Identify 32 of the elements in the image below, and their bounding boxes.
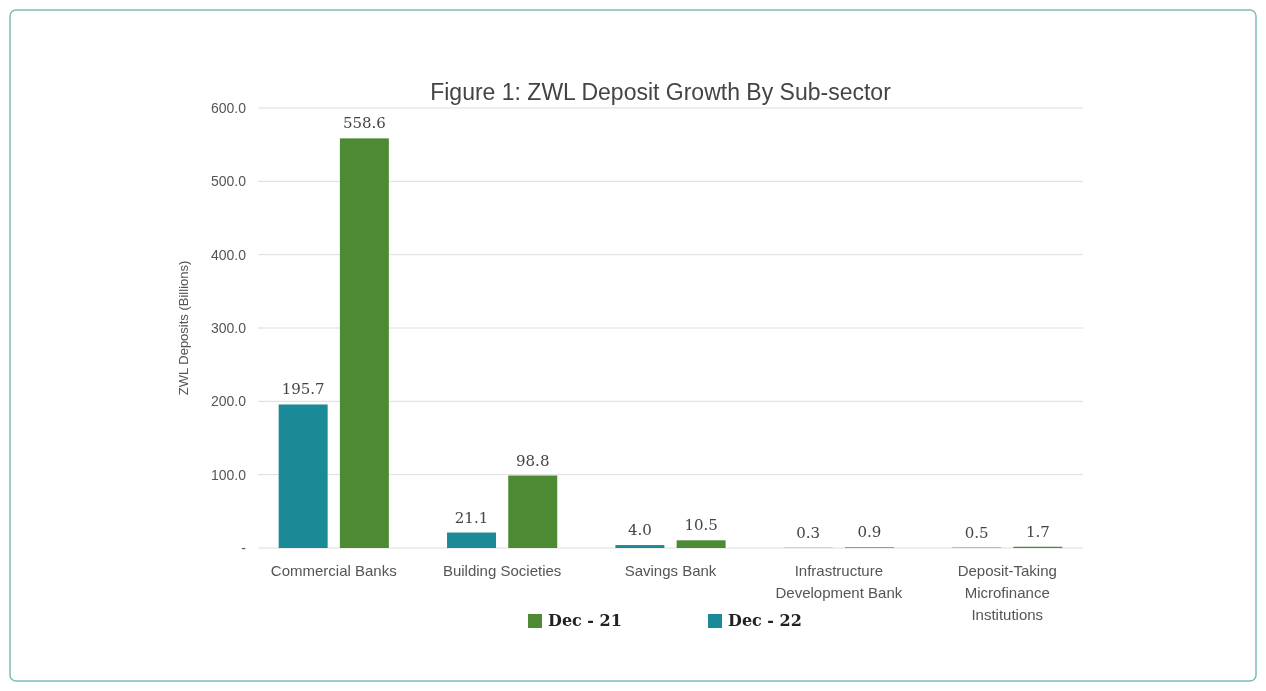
y-axis-title: ZWL Deposits (Billions) bbox=[176, 260, 191, 396]
bar bbox=[615, 545, 665, 548]
x-tick-label: Infrastructure Development Bank bbox=[775, 562, 903, 601]
data-label: 0.3 bbox=[796, 523, 821, 542]
data-label: 1.7 bbox=[1025, 522, 1050, 541]
bar bbox=[278, 404, 328, 548]
y-tick-label: 400.0 bbox=[210, 246, 247, 263]
y-tick-label: 500.0 bbox=[210, 173, 247, 190]
bar bbox=[676, 540, 726, 548]
y-tick-label: 200.0 bbox=[210, 393, 247, 410]
x-tick-label: Building Societies bbox=[442, 562, 562, 579]
data-label: 4.0 bbox=[627, 521, 652, 540]
y-tick-label: 600.0 bbox=[210, 100, 247, 116]
data-label: 0.5 bbox=[964, 523, 989, 542]
x-tick-label: Deposit-Taking Microfinance Institutions bbox=[957, 562, 1057, 623]
bar bbox=[508, 475, 558, 548]
x-tick-label: Commercial Banks bbox=[270, 562, 397, 579]
x-tick-label: Savings Bank bbox=[624, 562, 717, 579]
data-label: 558.6 bbox=[342, 114, 386, 133]
data-label: 0.9 bbox=[857, 523, 882, 542]
chart-title: Figure 1: ZWL Deposit Growth By Sub-sector bbox=[430, 79, 892, 105]
data-label: 98.8 bbox=[516, 451, 550, 470]
y-tick-label: 300.0 bbox=[210, 320, 247, 336]
legend-label: Dec - 21 bbox=[548, 611, 622, 630]
bar bbox=[447, 532, 497, 548]
y-tick-label: - bbox=[241, 540, 247, 556]
y-tick-label: 100.0 bbox=[210, 466, 247, 483]
data-label: 195.7 bbox=[281, 380, 325, 399]
legend-label: Dec - 22 bbox=[728, 611, 802, 630]
bar bbox=[339, 138, 389, 548]
data-label: 10.5 bbox=[684, 516, 718, 535]
data-label: 21.1 bbox=[454, 508, 489, 527]
